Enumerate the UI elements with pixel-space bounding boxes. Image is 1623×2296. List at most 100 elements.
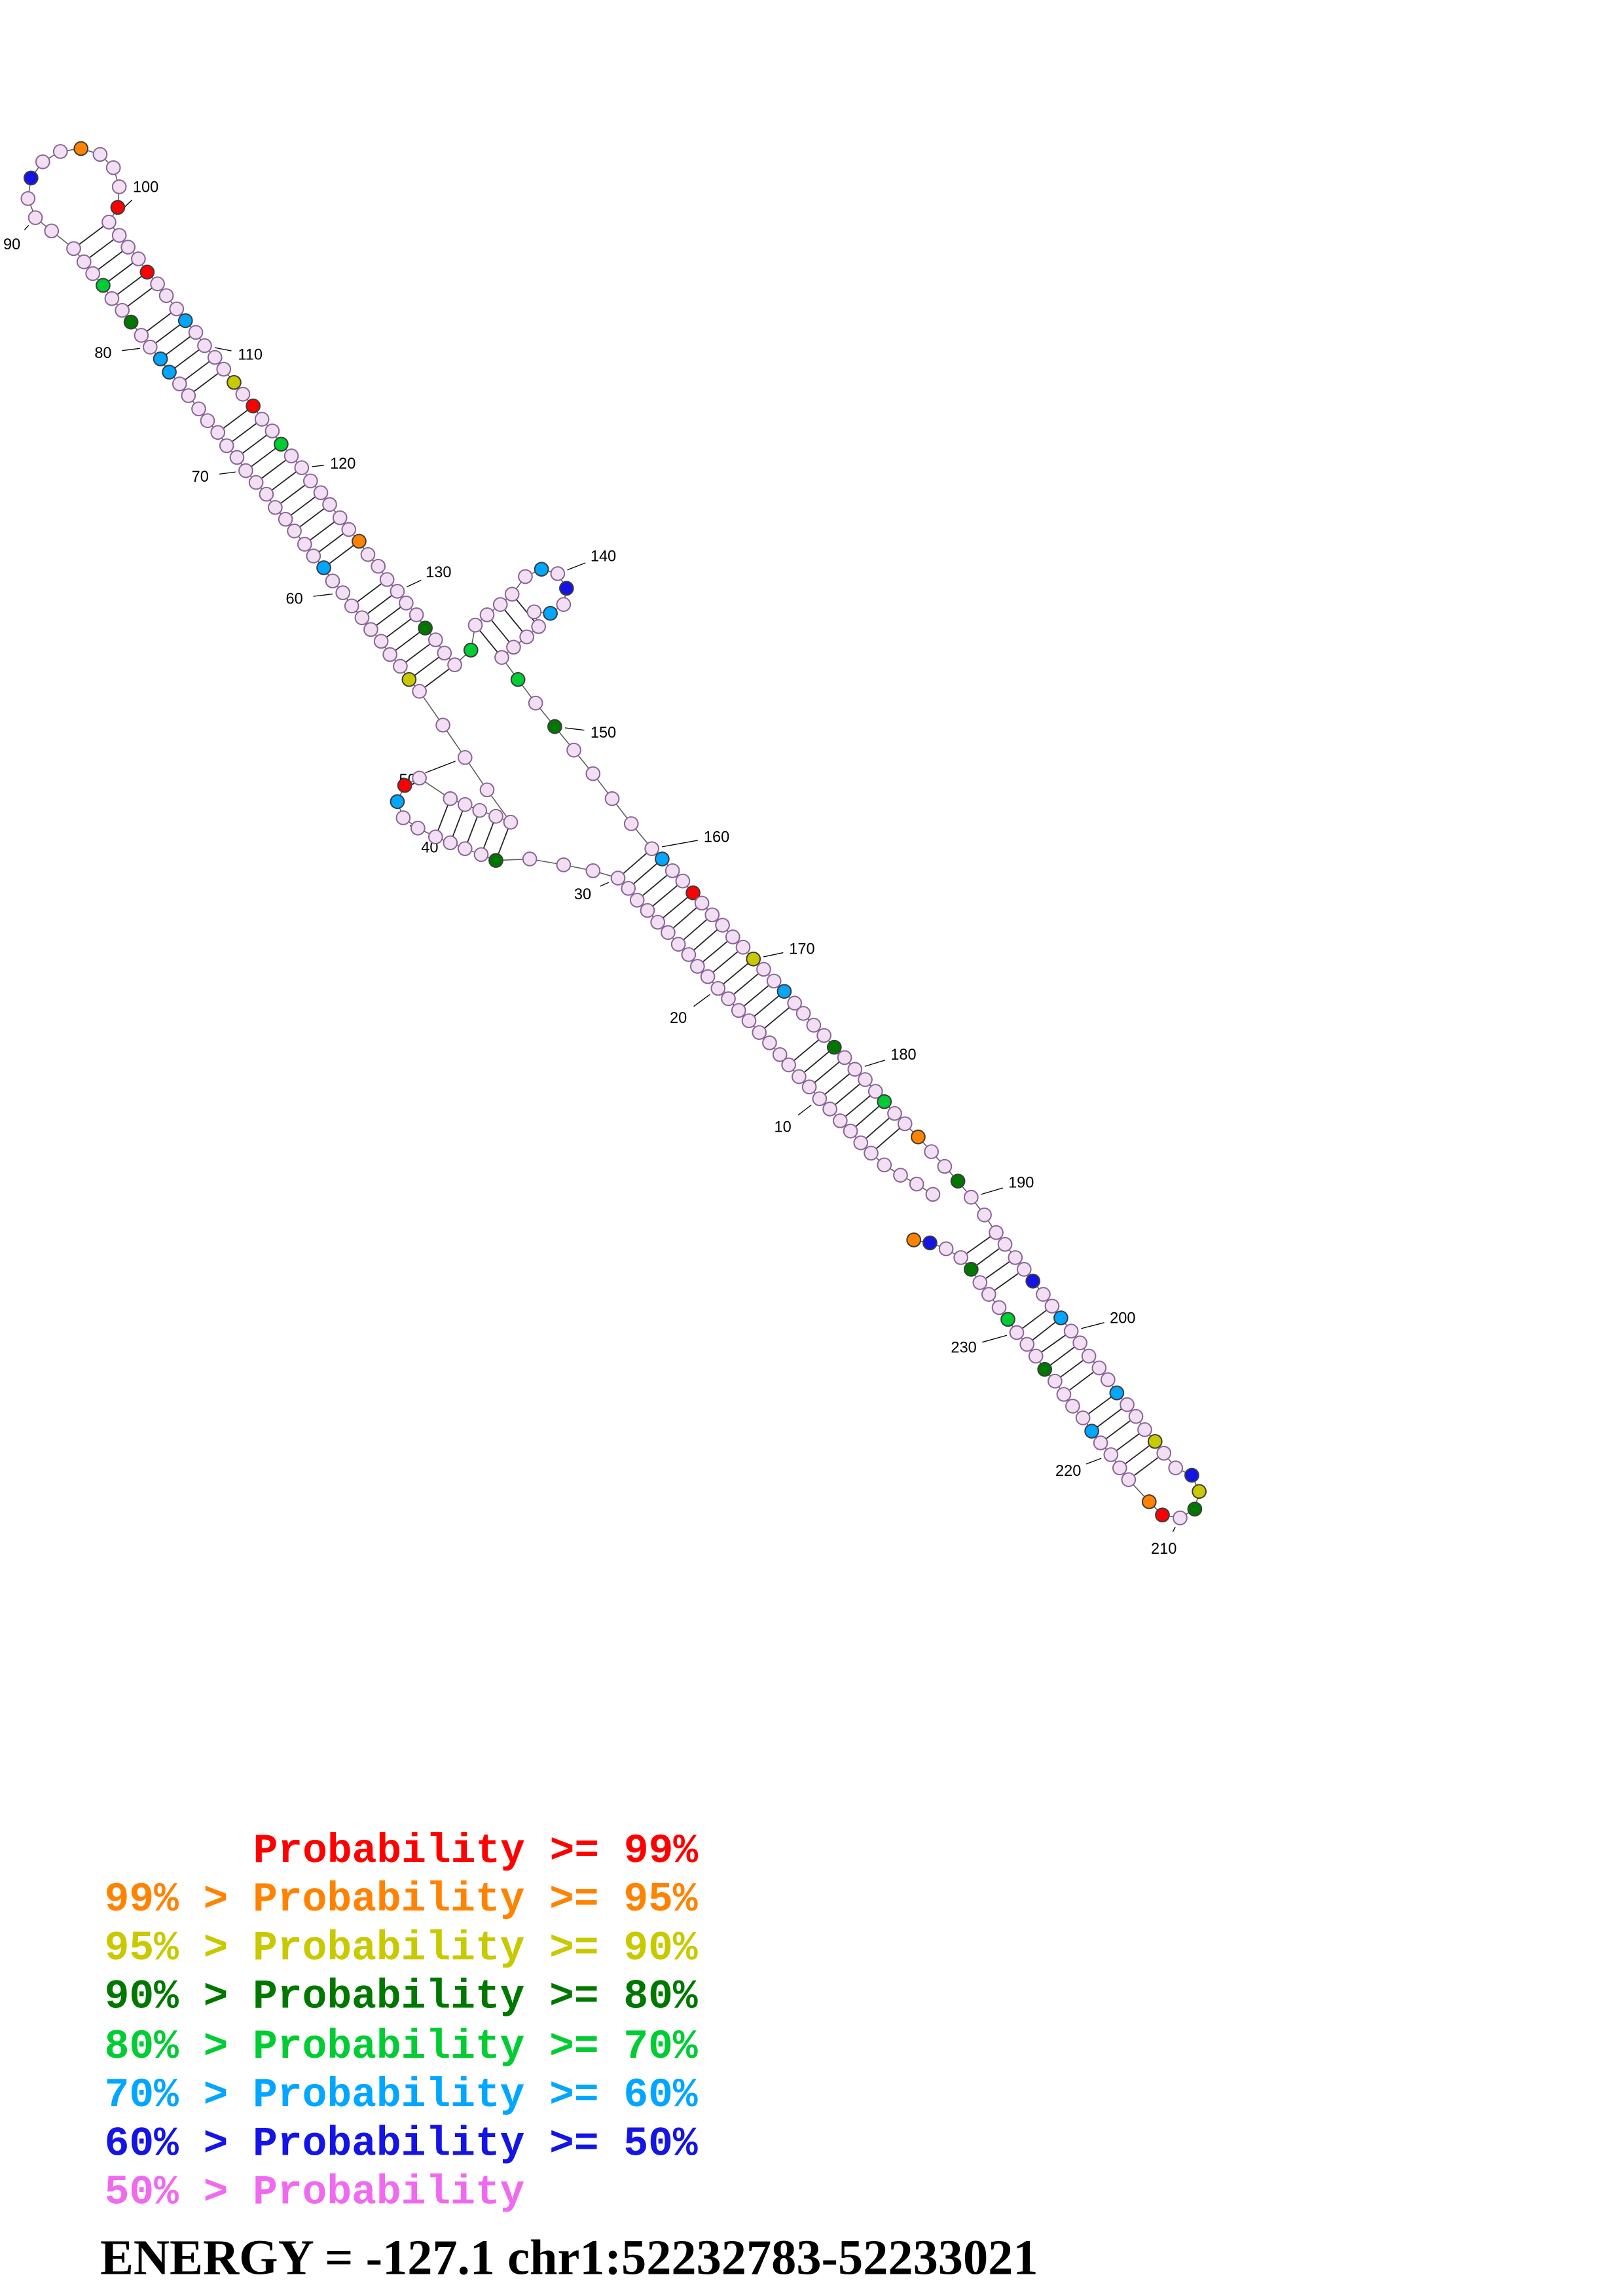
base-pair-bond [707, 946, 744, 977]
nucleotide [503, 814, 519, 830]
nucleotide [302, 473, 318, 489]
nucleotide [1084, 1424, 1099, 1439]
base-pair-bond [748, 990, 785, 1022]
nucleotide [556, 857, 572, 872]
nucleotide [950, 1174, 966, 1189]
nucleotide [76, 254, 92, 270]
nucleotide [700, 969, 716, 984]
nucleotide [989, 1225, 1004, 1240]
nucleotide [443, 791, 458, 806]
nucleotide [897, 1116, 913, 1132]
nucleotide [566, 742, 581, 758]
nucleotide [443, 835, 458, 851]
nucleotide [177, 313, 193, 329]
nucleotide [661, 925, 676, 941]
nucleotide [158, 288, 174, 304]
nucleotide [997, 1236, 1013, 1252]
nucleotide [428, 632, 443, 647]
nucleotide [1075, 1410, 1091, 1426]
nucleotide [1093, 1435, 1108, 1450]
nucleotide [1147, 1433, 1163, 1449]
position-label-line [406, 579, 422, 588]
nucleotide [655, 852, 670, 867]
nucleotide [715, 918, 730, 933]
nucleotide [191, 401, 206, 417]
nucleotide [66, 241, 81, 257]
nucleotide [143, 340, 158, 355]
nucleotide [27, 210, 43, 225]
nucleotide [694, 895, 710, 911]
nucleotide [246, 398, 261, 414]
nucleotide [1044, 1299, 1060, 1314]
legend-item-prob-95: 99% > Probability >= 95% [105, 1876, 698, 1923]
nucleotide [332, 510, 348, 526]
position-label-line [1085, 1458, 1102, 1465]
position-labels: 1020304050607080901001101201301401501601… [3, 178, 1176, 1557]
nucleotide [1137, 1422, 1152, 1437]
nucleotide [847, 1062, 863, 1077]
position-label: 100 [133, 178, 158, 195]
nucleotides [20, 141, 1207, 1526]
position-label-line [214, 347, 232, 351]
nucleotide [721, 991, 736, 1007]
nucleotide [278, 511, 293, 527]
nucleotide [781, 1057, 797, 1073]
base-pair-bond [628, 858, 663, 889]
nucleotide [963, 1189, 979, 1205]
position-label: 110 [238, 346, 263, 363]
nucleotide [792, 1069, 807, 1085]
nucleotide [473, 847, 489, 863]
position-label: 80 [94, 344, 111, 361]
base-pair-bond [860, 1113, 896, 1143]
nucleotide [105, 160, 121, 175]
nucleotide [731, 1003, 746, 1018]
position-label-line [600, 882, 609, 887]
nucleotide [534, 562, 549, 577]
base-pair-bond [718, 958, 754, 989]
nucleotide [1121, 1472, 1137, 1488]
nucleotide [887, 1105, 902, 1121]
nucleotide [585, 863, 601, 878]
nucleotide [629, 892, 645, 908]
nucleotide [877, 1094, 892, 1109]
position-label-line [24, 224, 29, 230]
nucleotide [488, 853, 503, 869]
nucleotide [354, 610, 370, 626]
position-label-line [313, 593, 333, 597]
nucleotide [412, 683, 427, 699]
position-label-line [982, 1335, 1008, 1343]
nucleotide [268, 499, 283, 515]
nucleotide [550, 566, 566, 581]
position-label: 210 [1151, 1540, 1176, 1557]
nucleotide [162, 365, 177, 380]
position-label-line [567, 562, 586, 571]
nucleotide [953, 1250, 968, 1265]
nucleotide [235, 386, 251, 402]
base-pair-bond [830, 1079, 866, 1110]
nucleotide [518, 569, 533, 584]
nucleotide [1000, 1312, 1015, 1327]
nucleotide [363, 622, 378, 637]
nucleotide [1192, 1484, 1207, 1499]
nucleotide [352, 533, 367, 549]
nucleotide [1091, 1360, 1107, 1376]
nucleotide [131, 251, 146, 266]
nucleotide [812, 1091, 828, 1107]
nucleotide [816, 1028, 831, 1043]
nucleotide [531, 619, 546, 634]
nucleotide [1056, 1387, 1072, 1402]
nucleotide [492, 597, 508, 612]
nucleotide [972, 1275, 988, 1290]
nucleotide [410, 820, 426, 836]
nucleotide [457, 749, 473, 765]
nucleotide [623, 816, 639, 831]
nucleotide [963, 1262, 979, 1277]
nucleotide [390, 794, 405, 810]
nucleotide [479, 607, 495, 622]
nucleotide [371, 558, 386, 574]
legend-item-prob-99: Probability >= 99% [253, 1828, 699, 1874]
nucleotide [494, 650, 509, 665]
nucleotide [746, 951, 761, 967]
base-pair-bond [647, 880, 684, 911]
